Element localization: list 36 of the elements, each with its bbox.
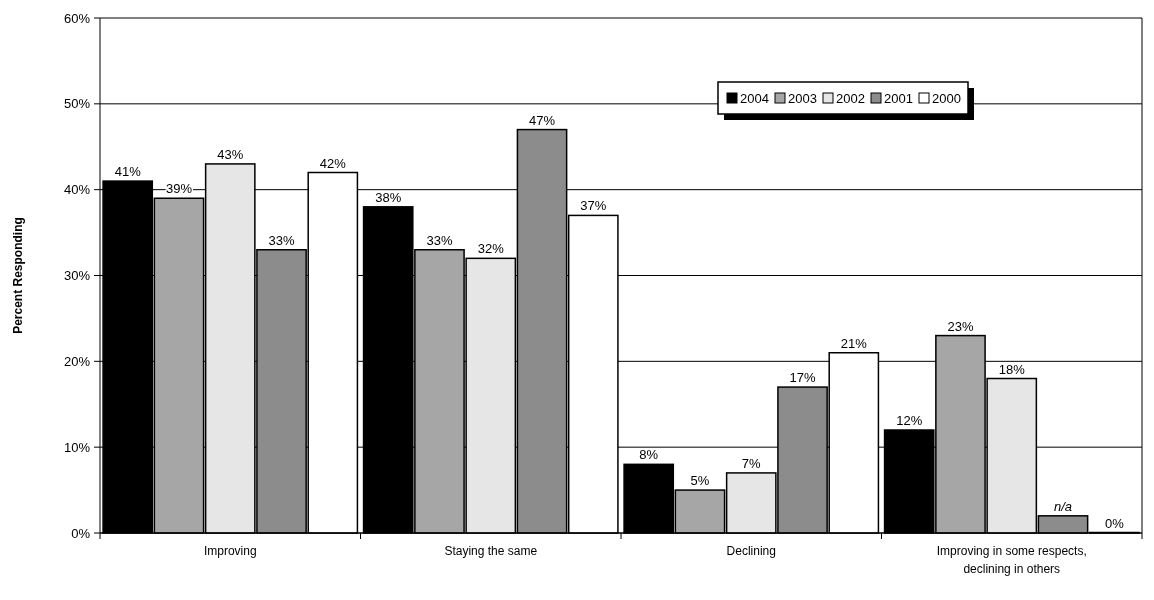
legend-label: 2001 (884, 90, 913, 106)
y-tick-label: 20% (63, 353, 91, 369)
y-tick-label: 30% (63, 268, 91, 284)
y-axis-title: Percent Responding (11, 217, 25, 334)
x-tick-label: Declining (726, 544, 776, 558)
data-label: 33% (268, 232, 295, 248)
y-tick-label: 10% (63, 439, 91, 455)
data-label: 8% (639, 447, 659, 463)
legend-label: 2004 (740, 90, 769, 106)
data-label: 47% (529, 112, 556, 128)
legend-label: 2003 (788, 90, 817, 106)
y-tick-label: 50% (63, 96, 91, 112)
data-label: 41% (114, 164, 142, 180)
x-tick-label: Improving (203, 544, 257, 558)
x-tick-label: Improving in some respects, declining in others (936, 544, 1087, 576)
data-label: 42% (319, 155, 347, 171)
data-label: 33% (426, 232, 453, 248)
y-tick-label: 40% (63, 182, 91, 198)
data-label: 21% (840, 335, 868, 351)
y-tick-label: 0% (71, 525, 91, 541)
data-label: n/a (1053, 498, 1073, 514)
data-label: 43% (217, 146, 244, 162)
data-label: 32% (477, 241, 505, 257)
data-label: 12% (896, 413, 923, 428)
data-label: 17% (789, 370, 816, 386)
data-label: 5% (690, 473, 710, 489)
data-label: 0% (1104, 516, 1125, 531)
legend-label: 2000 (932, 90, 961, 106)
data-label: 18% (998, 361, 1026, 377)
y-tick-label: 60% (63, 10, 91, 26)
x-tick-label: Staying the same (444, 544, 538, 558)
data-label: 7% (741, 455, 762, 471)
data-label: 38% (375, 189, 402, 205)
data-label: 23% (947, 318, 974, 334)
data-label: 37% (580, 198, 607, 214)
legend-label: 2002 (836, 90, 865, 106)
